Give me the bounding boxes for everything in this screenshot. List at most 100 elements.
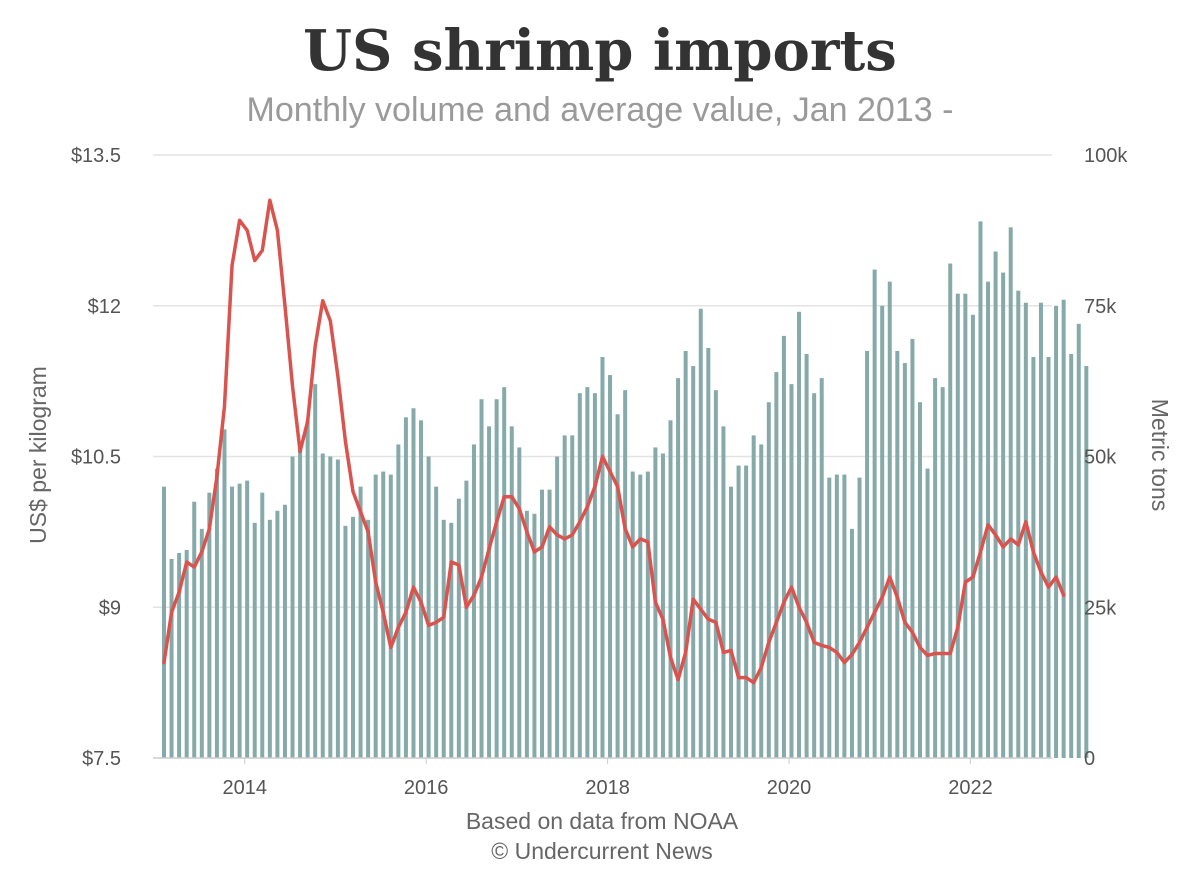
volume-bar (464, 480, 469, 758)
volume-bar (328, 456, 333, 758)
volume-bar (426, 456, 431, 758)
volume-bar (925, 468, 930, 758)
volume-bar (343, 525, 348, 758)
volume-bars (162, 221, 1089, 759)
right-y-tick-label: 100k (1084, 145, 1128, 167)
volume-bar (902, 363, 907, 758)
volume-bar (540, 489, 544, 758)
volume-bar (456, 498, 461, 758)
volume-bar (199, 528, 204, 758)
volume-bar (948, 263, 953, 758)
volume-bar (623, 390, 628, 758)
volume-bar (615, 414, 620, 758)
volume-bar (555, 456, 560, 758)
right-y-tick-label: 25k (1084, 597, 1117, 619)
volume-bar (887, 281, 892, 758)
volume-bar (630, 471, 635, 758)
volume-bar (781, 335, 786, 758)
x-tick-label: 2014 (222, 777, 267, 799)
volume-bar (184, 549, 189, 758)
volume-bar (683, 350, 688, 758)
volume-bar (1031, 357, 1036, 758)
volume-bar (774, 372, 779, 758)
volume-bar (509, 426, 514, 758)
volume-bar (388, 474, 393, 758)
volume-bar (857, 477, 862, 758)
volume-bar (608, 375, 613, 758)
left-y-axis-label: US$ per kilogram (25, 366, 51, 544)
volume-bar (214, 468, 219, 758)
left-y-tick-label: $9 (99, 597, 121, 619)
volume-bar (1001, 272, 1006, 758)
volume-bar (895, 350, 900, 758)
left-y-tick-label: $10.5 (71, 447, 121, 469)
volume-bar (441, 519, 446, 758)
volume-bar (963, 293, 968, 758)
left-y-ticks: $7.5 $9 $10.5 $12 $13.5 (71, 145, 121, 770)
volume-bar (1008, 227, 1013, 759)
volume-bar (577, 393, 582, 758)
chart-title: US shrimp imports (303, 18, 897, 84)
volume-bar (880, 305, 885, 758)
volume-bar (865, 350, 870, 758)
volume-bar (585, 387, 590, 758)
volume-bar (396, 444, 401, 758)
volume-bar (373, 474, 378, 758)
volume-bar (305, 420, 310, 758)
volume-bar (547, 489, 552, 758)
volume-bar (676, 378, 681, 758)
volume-bar (1061, 299, 1066, 758)
x-ticks: 2014 2016 2018 2020 2022 (222, 758, 993, 799)
volume-bar (638, 474, 643, 758)
volume-bar (668, 420, 673, 758)
volume-bar (872, 269, 877, 758)
volume-bar (978, 221, 983, 758)
volume-bar (691, 366, 696, 758)
right-y-ticks: 0 25k 50k 75k 100k (1084, 145, 1128, 770)
left-y-tick-label: $13.5 (71, 145, 121, 167)
volume-bar (1076, 323, 1081, 758)
volume-bar (290, 456, 295, 758)
volume-bar (955, 293, 960, 758)
volume-bar (169, 559, 174, 758)
volume-bar (766, 402, 771, 758)
right-y-tick-label: 50k (1084, 447, 1117, 469)
volume-bar (1054, 305, 1059, 758)
volume-bar (298, 441, 303, 758)
volume-bar (698, 308, 703, 758)
volume-bar (411, 408, 416, 758)
volume-bar (842, 474, 847, 758)
volume-bar (351, 516, 355, 758)
volume-bar (275, 510, 280, 758)
volume-bar (502, 387, 507, 758)
volume-bar (570, 435, 575, 758)
volume-bar (245, 480, 250, 758)
volume-bar (721, 426, 726, 758)
volume-bar (192, 501, 197, 758)
volume-bar (524, 510, 529, 758)
volume-bar (449, 522, 454, 758)
volume-bar (751, 435, 756, 758)
volume-bar (282, 504, 287, 758)
volume-bar (713, 390, 718, 758)
left-y-tick-label: $7.5 (82, 748, 121, 770)
volume-bar (260, 492, 265, 758)
chart-subtitle: Monthly volume and average value, Jan 20… (247, 91, 954, 129)
volume-bar (358, 486, 363, 758)
volume-bar (729, 486, 733, 758)
source-note: Based on data from NOAA (466, 808, 739, 834)
volume-bar (797, 311, 802, 758)
volume-bar (335, 459, 340, 758)
x-tick-label: 2016 (404, 777, 449, 799)
right-y-axis-label: Metric tons (1147, 399, 1173, 511)
volume-bar (940, 387, 945, 758)
volume-bar (267, 519, 272, 758)
volume-bar (933, 378, 938, 758)
copyright-note: © Undercurrent News (491, 838, 712, 864)
volume-bar (207, 492, 212, 758)
left-y-tick-label: $12 (88, 296, 121, 318)
volume-bar (910, 338, 915, 758)
volume-bar (487, 426, 492, 758)
volume-bar (970, 314, 975, 758)
